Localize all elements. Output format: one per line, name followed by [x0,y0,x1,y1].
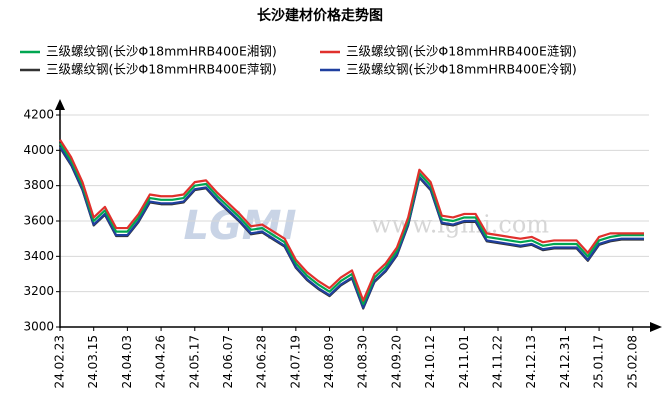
y-tick-label: 4000 [23,143,54,157]
series-line [59,139,644,302]
x-tick-label: 24.03.15 [86,335,100,388]
series-line [59,142,644,306]
x-tick-label: 24.11.22 [491,335,505,388]
x-tick-label: 24.08.09 [322,335,336,388]
chart-title: 长沙建材价格走势图 [257,7,383,24]
x-tick-label: 24.06.07 [221,335,235,388]
y-tick-label: 3400 [23,249,54,263]
x-tick-label: 24.07.19 [288,335,302,388]
y-arrow [55,99,65,110]
x-tick-label: 24.11.01 [457,335,471,388]
x-tick-label: 24.04.03 [120,335,134,388]
axes [55,99,662,332]
x-tick-label: 24.12.31 [558,335,572,388]
x-tick-label: 24.05.17 [187,335,201,388]
x-tick-label: 24.04.26 [154,335,168,388]
x-tick-label: 24.08.30 [356,335,370,388]
x-tick-label: 25.01.17 [592,335,606,388]
legend-label: 三级螺纹钢(长沙Φ18mmHRB400E湘钢) [46,44,277,59]
series-line [59,146,644,309]
y-tick-label: 4200 [23,108,54,122]
x-tick-label: 24.06.28 [255,335,269,388]
x-tick-label: 24.10.12 [423,335,437,388]
series-line [59,147,644,310]
x-tick-label: 25.02.08 [625,335,639,388]
legend-label: 三级螺纹钢(长沙Φ18mmHRB400E萍钢) [46,62,277,77]
legend-label: 三级螺纹钢(长沙Φ18mmHRB400E涟钢) [346,44,577,59]
x-tick-label: 24.02.23 [53,335,67,388]
x-tick-label: 24.09.20 [389,335,403,388]
legend-label: 三级螺纹钢(长沙Φ18mmHRB400E冷钢) [346,62,577,77]
y-tick-label: 3600 [23,214,54,228]
y-tick-label: 3200 [23,284,54,298]
y-tick-label: 3000 [23,320,54,334]
x-tick-label: 24.12.13 [524,335,538,388]
x-arrow [650,322,662,332]
y-tick-label: 3800 [23,178,54,192]
